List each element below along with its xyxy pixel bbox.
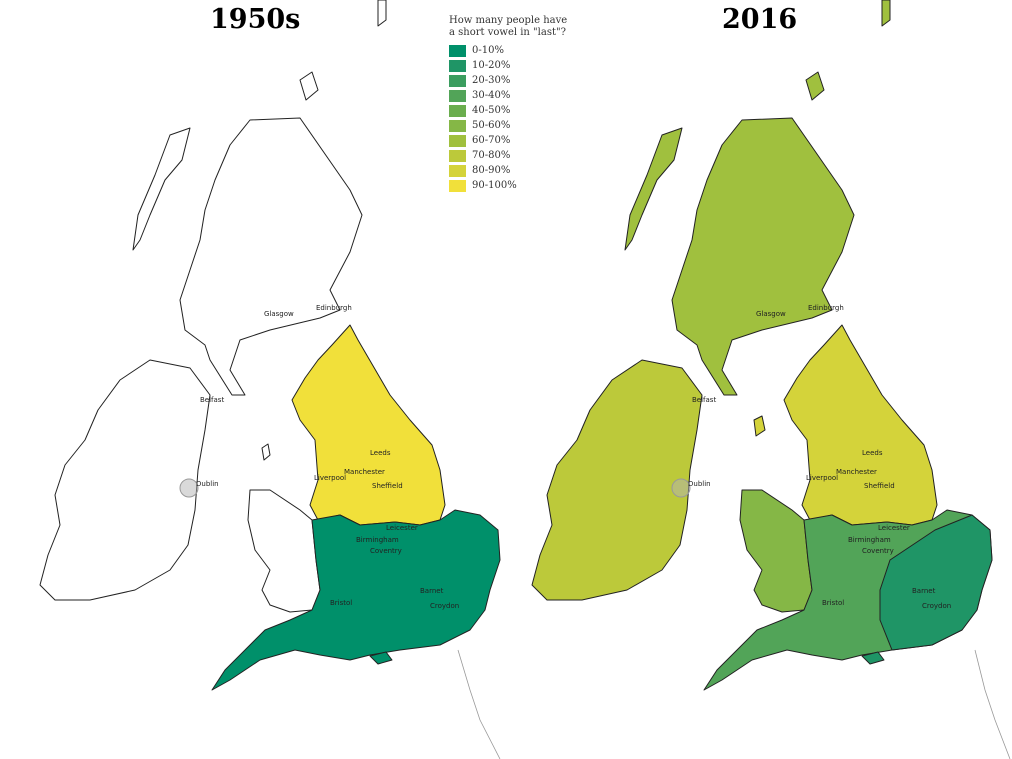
city-label-croydon: Croydon	[430, 602, 459, 610]
legend-label: 90-100%	[472, 180, 517, 191]
legend-item: 70-80%	[449, 148, 589, 163]
map-2016	[531, 0, 993, 691]
legend-label: 60-70%	[472, 135, 511, 146]
city-label-coventry: Coventry	[862, 547, 894, 555]
city-label-edinburgh: Edinburgh	[808, 304, 844, 312]
city-label-edinburgh: Edinburgh	[316, 304, 352, 312]
city-labels: Glasgow Edinburgh Belfast Dublin Leeds Manche…	[179, 304, 951, 610]
orkney-island-1950s	[299, 71, 319, 101]
map-1950s	[39, 0, 501, 691]
northern-england-region-2016	[783, 324, 938, 526]
northern-england-region-1950s	[291, 324, 446, 526]
city-label-dublin: Dublin	[196, 480, 219, 488]
ireland-region-2016	[531, 359, 703, 601]
legend-swatch	[449, 44, 466, 57]
legend-item: 50-60%	[449, 118, 589, 133]
legend-swatch	[449, 104, 466, 117]
map-title-2016: 2016	[722, 4, 798, 35]
legend-swatch	[449, 164, 466, 177]
legend-items: 0-10% 10-20% 20-30% 30-40% 40-50% 50-60% 60-70…	[449, 43, 589, 193]
city-label-manchester: Manchester	[836, 468, 877, 476]
city-label-croydon: Croydon	[922, 602, 951, 610]
city-label-manchester: Manchester	[344, 468, 385, 476]
city-label-belfast: Belfast	[200, 396, 224, 404]
legend-item: 60-70%	[449, 133, 589, 148]
legend-swatch	[449, 59, 466, 72]
legend-label: 80-90%	[472, 165, 511, 176]
orkney-island-2016	[805, 71, 825, 101]
scotland-region-2016	[671, 117, 855, 396]
legend: How many people have a short vowel in "l…	[449, 15, 589, 193]
legend-label: 50-60%	[472, 120, 511, 131]
legend-label: 40-50%	[472, 105, 511, 116]
city-label-glasgow: Glasgow	[756, 310, 786, 318]
city-label-belfast: Belfast	[692, 396, 716, 404]
dublin-marker-0	[179, 478, 199, 498]
city-label-leeds: Leeds	[862, 449, 883, 457]
southeast-england-region-2016	[879, 514, 993, 651]
city-label-bristol: Bristol	[822, 599, 844, 607]
city-label-glasgow: Glasgow	[264, 310, 294, 318]
continent-coast-left	[457, 649, 501, 759]
legend-item: 20-30%	[449, 73, 589, 88]
city-label-leicester: Leicester	[878, 524, 910, 532]
city-label-birmingham: Birmingham	[848, 536, 891, 544]
scotland-region-1950s	[179, 117, 363, 396]
city-label-leeds: Leeds	[370, 449, 391, 457]
wales-region-1950s	[247, 489, 321, 613]
continent-coast-right	[974, 649, 1011, 759]
isle-of-wight-2016	[861, 651, 885, 665]
legend-item: 0-10%	[449, 43, 589, 58]
legend-swatch	[449, 119, 466, 132]
wales-region-2016	[739, 489, 813, 613]
legend-title-line2: a short vowel in "last"?	[449, 27, 566, 38]
dublin-marker-1	[671, 478, 691, 498]
city-label-barnet: Barnet	[912, 587, 936, 595]
city-label-birmingham: Birmingham	[356, 536, 399, 544]
city-label-sheffield: Sheffield	[372, 482, 403, 490]
city-label-liverpool: Liverpool	[806, 474, 838, 482]
legend-item: 40-50%	[449, 103, 589, 118]
legend-swatch	[449, 89, 466, 102]
legend-swatch	[449, 134, 466, 147]
legend-item: 80-90%	[449, 163, 589, 178]
city-label-bristol: Bristol	[330, 599, 352, 607]
map-title-1950s: 1950s	[210, 4, 301, 35]
legend-label: 10-20%	[472, 60, 511, 71]
legend-item: 90-100%	[449, 178, 589, 193]
hebrides-island-2016	[624, 127, 683, 251]
legend-swatch	[449, 179, 466, 192]
city-label-leicester: Leicester	[386, 524, 418, 532]
shetland-island-1950s	[377, 0, 387, 27]
isle-of-man-2016	[753, 415, 766, 437]
city-label-barnet: Barnet	[420, 587, 444, 595]
legend-label: 30-40%	[472, 90, 511, 101]
city-label-coventry: Coventry	[370, 547, 402, 555]
city-label-liverpool: Liverpool	[314, 474, 346, 482]
legend-swatch	[449, 74, 466, 87]
legend-swatch	[449, 149, 466, 162]
isle-of-man-1950s	[261, 443, 271, 461]
legend-title-line1: How many people have	[449, 15, 568, 26]
ireland-region-1950s	[39, 359, 211, 601]
city-label-sheffield: Sheffield	[864, 482, 895, 490]
hebrides-island-1950s	[132, 127, 191, 251]
legend-title: How many people have a short vowel in "l…	[449, 15, 589, 39]
isle-of-wight-1950s	[369, 651, 393, 665]
legend-label: 70-80%	[472, 150, 511, 161]
legend-label: 0-10%	[472, 45, 504, 56]
shetland-island-2016	[881, 0, 891, 27]
city-label-dublin: Dublin	[688, 480, 711, 488]
legend-item: 10-20%	[449, 58, 589, 73]
legend-label: 20-30%	[472, 75, 511, 86]
legend-item: 30-40%	[449, 88, 589, 103]
